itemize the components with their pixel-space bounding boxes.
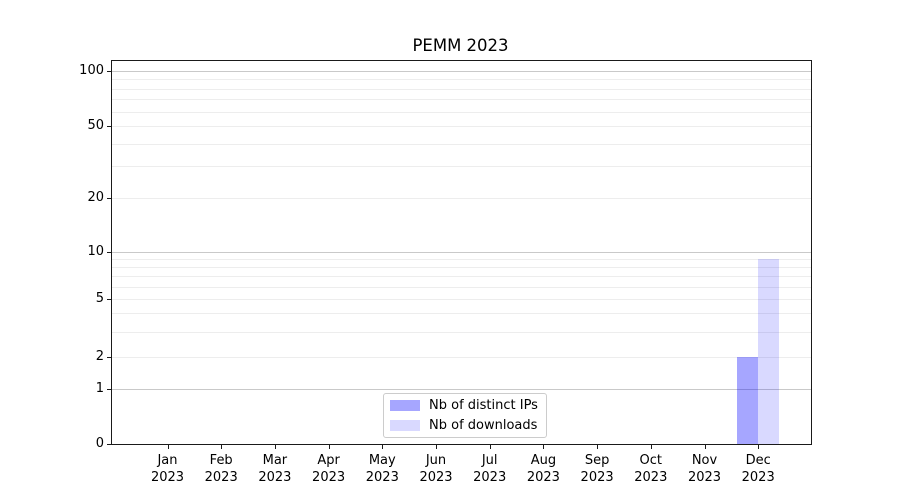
minor-gridline	[112, 286, 811, 288]
y-tick-mark	[107, 444, 111, 445]
x-tick-month: Dec	[745, 453, 771, 468]
y-tick-label: 0	[95, 436, 104, 451]
bars-layer	[112, 61, 811, 444]
legend-swatch-distinct-ips-icon	[390, 400, 420, 411]
minor-gridline	[112, 143, 811, 145]
y-tick-mark	[107, 357, 111, 358]
minor-gridline	[112, 313, 811, 315]
major-gridline	[112, 389, 811, 390]
x-tick-year: 2023	[634, 470, 668, 485]
axis-ticks-layer: 0 1 2 5 10 20 50 100 Jan 2023 Feb 2023 Mar 2023 Apr 202…	[79, 61, 811, 485]
minor-gridline	[112, 111, 811, 113]
minor-gridline	[112, 276, 811, 278]
y-tick-mark	[107, 126, 111, 128]
y-tick-mark	[107, 198, 111, 200]
x-tick-year: 2023	[204, 470, 238, 485]
minor-gridline	[112, 198, 811, 200]
x-tick-label: Jun 2023	[404, 452, 468, 486]
minor-gridline	[112, 88, 811, 90]
y-tick-mark	[107, 389, 111, 390]
x-tick-month: Feb	[209, 453, 233, 468]
x-tick-mark	[489, 445, 491, 449]
x-tick-label: Apr 2023	[297, 452, 361, 486]
x-tick-month: Jul	[481, 453, 498, 468]
y-tick-mark	[107, 70, 111, 72]
x-tick-month: Mar	[262, 453, 288, 468]
legend-item-downloads: Nb of downloads	[390, 418, 538, 433]
bar-downloads	[758, 258, 780, 444]
y-tick-label: 20	[87, 190, 104, 206]
x-tick-label: Aug 2023	[511, 452, 575, 486]
legend-swatch-downloads-icon	[390, 420, 420, 431]
y-tick-mark	[107, 299, 111, 301]
legend-label-distinct-ips: Nb of distinct IPs	[429, 398, 538, 413]
x-tick-mark	[650, 445, 652, 449]
x-tick-month: Sep	[584, 453, 610, 468]
y-tick-label: 2	[95, 349, 104, 364]
x-tick-year: 2023	[312, 470, 346, 485]
minor-gridline	[112, 166, 811, 168]
x-tick-year: 2023	[526, 470, 560, 485]
y-tick-label: 50	[87, 118, 104, 134]
grid-layer	[112, 61, 811, 444]
x-tick-year: 2023	[419, 470, 453, 485]
x-tick-mark	[167, 445, 169, 449]
x-tick-label: Oct 2023	[619, 452, 683, 486]
x-tick-month: Jun	[425, 453, 447, 468]
x-tick-year: 2023	[473, 470, 507, 485]
legend: Nb of distinct IPs Nb of downloads	[383, 393, 547, 438]
x-tick-label: Jul 2023	[458, 452, 522, 486]
x-tick-year: 2023	[258, 470, 292, 485]
x-tick-mark	[543, 445, 545, 449]
minor-gridline	[112, 99, 811, 101]
x-tick-mark	[597, 445, 599, 449]
x-tick-year: 2023	[580, 470, 614, 485]
x-tick-year: 2023	[687, 470, 722, 485]
x-tick-month: May	[368, 453, 396, 468]
x-tick-month: Nov	[691, 453, 718, 468]
x-tick-year: 2023	[365, 470, 399, 485]
minor-gridline	[112, 258, 811, 260]
legend-item-distinct-ips: Nb of distinct IPs	[390, 398, 538, 413]
x-tick-mark	[704, 445, 706, 449]
x-tick-mark	[758, 445, 760, 449]
y-tick-label: 100	[79, 62, 104, 78]
x-tick-year: 2023	[150, 470, 185, 485]
x-tick-month: Apr	[317, 453, 340, 468]
y-tick-mark	[107, 251, 111, 253]
minor-gridline	[112, 79, 811, 81]
x-tick-month: Oct	[639, 453, 663, 468]
major-gridline	[112, 251, 811, 253]
minor-gridline	[112, 126, 811, 128]
x-tick-label: Jan 2023	[136, 452, 200, 486]
minor-gridline	[112, 331, 811, 333]
x-tick-label: Dec 2023	[726, 452, 790, 486]
x-tick-label: May 2023	[350, 452, 414, 486]
x-tick-mark	[382, 445, 384, 449]
x-tick-label: Mar 2023	[243, 452, 307, 486]
x-tick-month: Jan	[157, 453, 178, 468]
y-tick-label: 1	[95, 381, 104, 396]
x-tick-mark	[328, 445, 330, 449]
minor-gridline	[112, 299, 811, 301]
plot-area: 0 1 2 5 10 20 50 100 Jan 2023 Feb 2023 Mar 2023 Apr 202…	[79, 60, 812, 485]
x-tick-label: Nov 2023	[673, 452, 737, 486]
legend-label-downloads: Nb of downloads	[429, 418, 538, 433]
x-tick-label: Feb 2023	[189, 452, 253, 486]
x-tick-year: 2023	[741, 470, 775, 485]
y-tick-label: 10	[87, 243, 104, 259]
minor-gridline	[112, 267, 811, 268]
x-tick-label: Sep 2023	[565, 452, 629, 486]
x-tick-mark	[436, 445, 437, 449]
minor-gridline	[112, 357, 811, 358]
bar-distinct-ips	[737, 357, 759, 444]
x-tick-mark	[221, 445, 223, 449]
x-tick-month: Aug	[530, 453, 557, 468]
chart-title: PEMM 2023	[412, 36, 509, 55]
major-gridline	[112, 70, 811, 72]
y-tick-label: 5	[95, 291, 104, 307]
x-tick-mark	[274, 445, 276, 449]
